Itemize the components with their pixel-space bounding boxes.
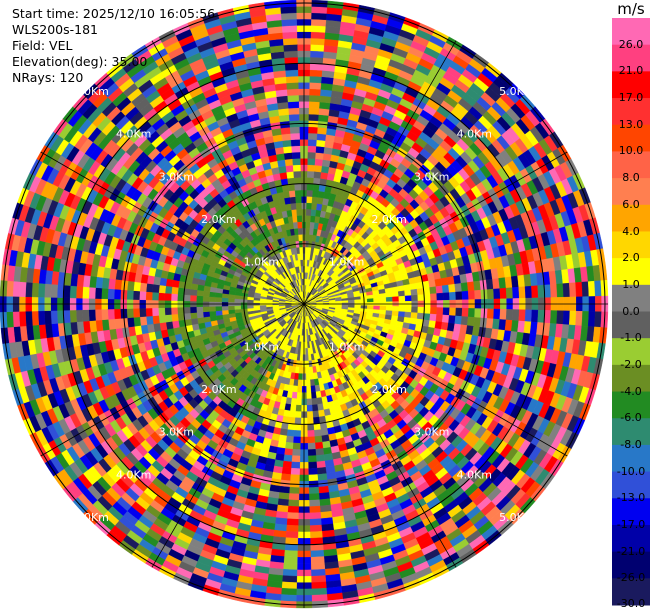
ring-label: 2.0Km xyxy=(371,213,406,226)
colorbar-segment xyxy=(612,364,650,393)
ring-label: 5.0Km xyxy=(499,85,534,98)
ring-label: 5.0Km xyxy=(73,511,108,524)
colorbar-segment xyxy=(612,204,650,232)
nrays-label: NRays: 120 xyxy=(12,70,84,85)
colorbar-segment xyxy=(612,471,650,499)
colorbar-tick: -8.0 xyxy=(620,437,642,451)
colorbar-tick: -13.0 xyxy=(616,491,646,505)
colorbar-segment xyxy=(612,151,650,179)
colorbar-tick: -6.0 xyxy=(620,411,642,425)
colorbar-segment xyxy=(612,524,650,553)
colorbar-tick: 8.0 xyxy=(622,171,640,185)
colorbar-tick: 1.0 xyxy=(622,277,640,291)
colorbar-segment xyxy=(612,498,650,526)
instrument-label: WLS200s-181 xyxy=(12,22,98,37)
colorbar-segment xyxy=(612,178,650,206)
colorbar-segment xyxy=(612,338,650,366)
colorbar-segment xyxy=(612,578,650,606)
colorbar-segment xyxy=(612,71,650,99)
colorbar-tick: 0.0 xyxy=(622,304,640,318)
ring-label: 1.0Km xyxy=(244,341,279,354)
colorbar-segment xyxy=(612,258,650,286)
colorbar-segment xyxy=(612,231,650,259)
colorbar-unit-label: m/s xyxy=(617,0,645,18)
ring-label: 4.0Km xyxy=(116,128,151,141)
colorbar-tick: -17.0 xyxy=(616,518,646,531)
ring-label: 1.0Km xyxy=(329,341,364,354)
colorbar-tick: 2.0 xyxy=(622,251,640,265)
ring-label: 4.0Km xyxy=(457,468,492,481)
colorbar-segment xyxy=(612,284,650,312)
ring-label: 3.0Km xyxy=(414,170,449,183)
colorbar-tick: 13.0 xyxy=(618,117,644,131)
azimuth-spoke xyxy=(303,151,568,305)
field-label: Field: VEL xyxy=(12,38,73,53)
colorbar-segment xyxy=(612,418,650,446)
colorbar-tick: -2.0 xyxy=(620,357,642,371)
ring-labels: 1.0Km 1.0Km 1.0Km 1.0Km 2.0Km 2.0Km 2.0Km 2.0Km… xyxy=(73,85,534,524)
ring-label: 4.0Km xyxy=(457,128,492,141)
ring-label: 2.0Km xyxy=(371,383,406,396)
ring-label: 2.0Km xyxy=(201,383,236,396)
colorbar-segment xyxy=(612,124,650,152)
colorbar-tick: -4.0 xyxy=(620,384,642,398)
colorbar xyxy=(612,18,650,606)
azimuth-spoke xyxy=(303,40,457,305)
ring-label: 3.0Km xyxy=(414,426,449,439)
velocity-field xyxy=(0,0,609,609)
ring-label: 3.0Km xyxy=(159,426,194,439)
start-time-label: Start time: 2025/12/10 16:05:56 xyxy=(12,6,216,21)
colorbar-segment xyxy=(612,444,650,473)
colorbar-tick: -21.0 xyxy=(616,544,646,558)
ring-label: 2.0Km xyxy=(201,213,236,226)
ring-label: 4.0Km xyxy=(116,468,151,481)
ring-label: 5.0Km xyxy=(73,85,108,98)
colorbar-tick: 17.0 xyxy=(618,91,644,104)
colorbar-segment xyxy=(612,551,650,579)
colorbar-tick: 10.0 xyxy=(618,144,644,158)
azimuth-spoke xyxy=(303,303,568,457)
colorbar-tick: 4.0 xyxy=(622,224,640,238)
colorbar-tick: -30.0 xyxy=(616,597,646,610)
colorbar-segment xyxy=(612,391,650,419)
colorbar-tick: 21.0 xyxy=(618,64,644,78)
colorbar-tick: -1.0 xyxy=(620,331,642,345)
colorbar-segment xyxy=(612,98,650,126)
azimuth-spoke xyxy=(40,303,305,457)
azimuth-spokes xyxy=(0,0,608,608)
azimuth-spoke xyxy=(40,151,305,305)
colorbar-tick: 6.0 xyxy=(622,197,640,211)
colorbar-segment xyxy=(612,18,650,46)
colorbar-segment xyxy=(612,44,650,72)
colorbar-segment xyxy=(612,311,650,339)
colorbar-tick: -26.0 xyxy=(616,571,646,585)
azimuth-spoke xyxy=(303,303,457,568)
colorbar-tick: -10.0 xyxy=(616,464,646,478)
ring-label: 1.0Km xyxy=(329,255,364,268)
azimuth-spoke xyxy=(151,303,305,568)
ring-label: 5.0Km xyxy=(499,511,534,524)
ring-label: 3.0Km xyxy=(159,170,194,183)
elevation-label: Elevation(deg): 35.00 xyxy=(12,54,148,69)
colorbar-tick: 26.0 xyxy=(618,37,644,51)
ring-label: 1.0Km xyxy=(244,255,279,268)
azimuth-spoke xyxy=(151,40,305,305)
